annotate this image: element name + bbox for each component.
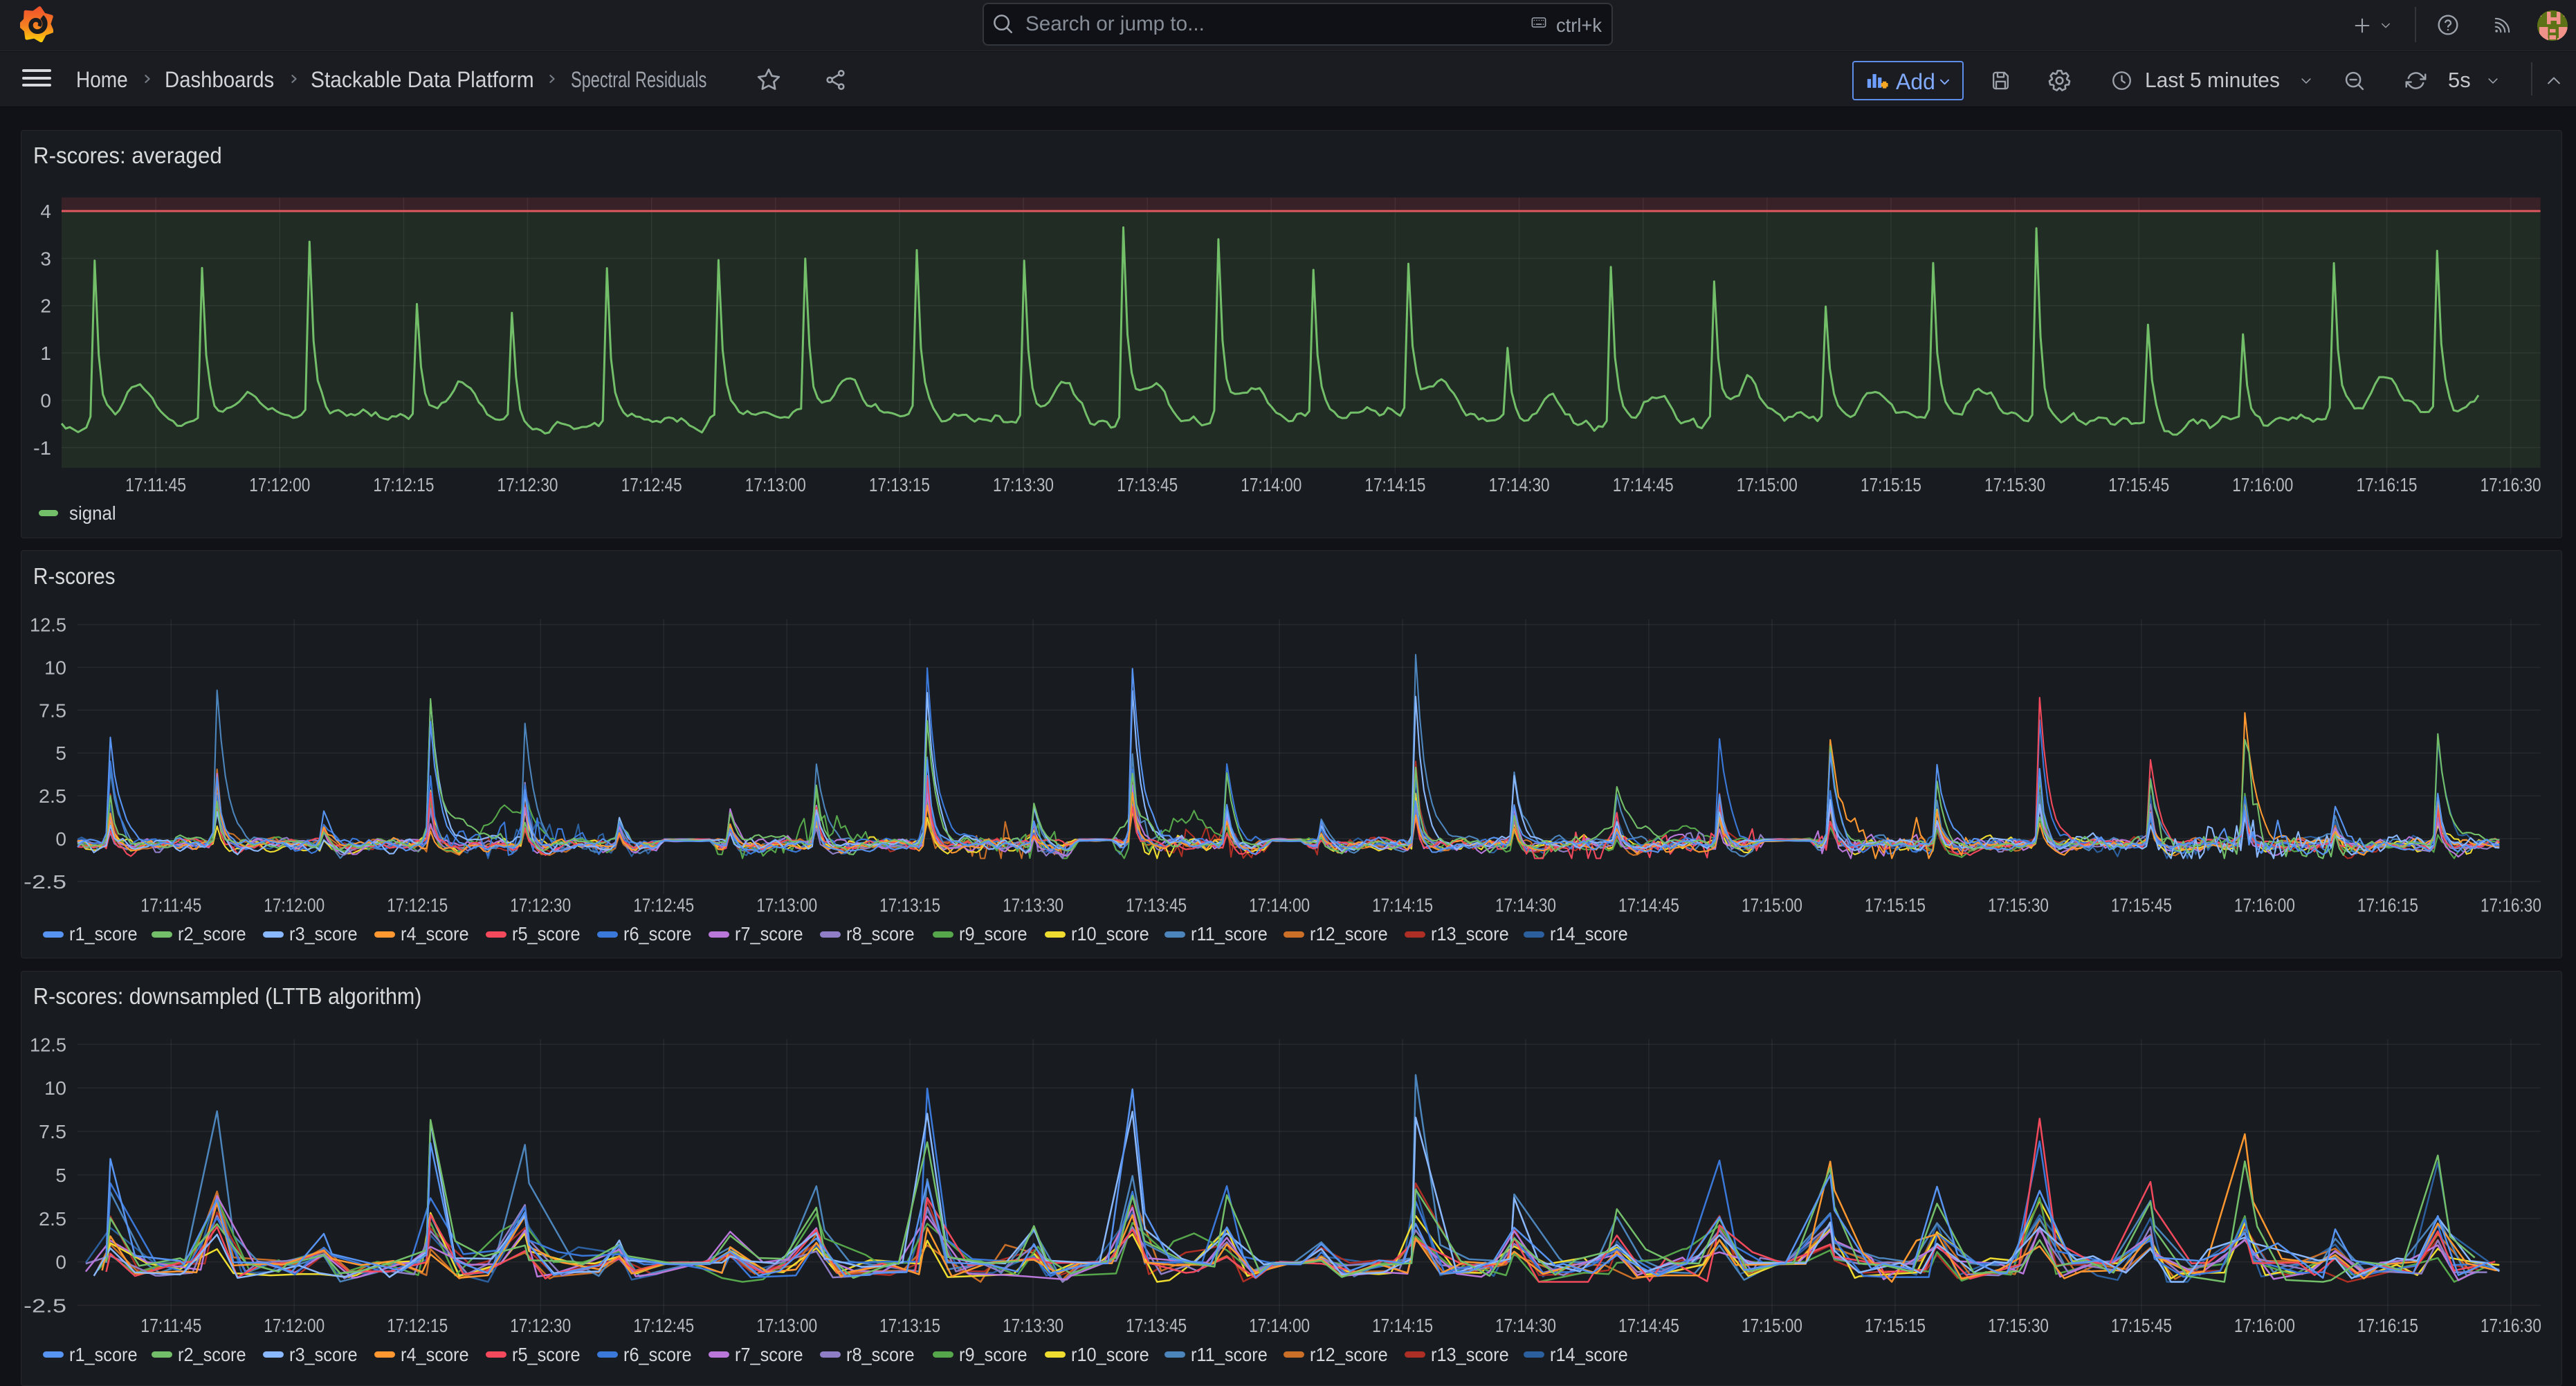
svg-text:17:12:30: 17:12:30: [510, 1315, 571, 1336]
svg-text:2.5: 2.5: [39, 1208, 66, 1230]
svg-text:17:12:15: 17:12:15: [387, 895, 448, 916]
svg-text:7.5: 7.5: [39, 1121, 66, 1142]
svg-text:0: 0: [55, 828, 66, 850]
svg-text:-2.5: -2.5: [24, 871, 66, 893]
svg-text:-1: -1: [33, 437, 51, 459]
svg-text:17:13:45: 17:13:45: [1126, 895, 1187, 916]
svg-text:17:15:00: 17:15:00: [1742, 1315, 1802, 1336]
svg-text:17:16:00: 17:16:00: [2234, 895, 2295, 916]
svg-text:17:12:45: 17:12:45: [633, 1315, 694, 1336]
svg-text:17:16:30: 17:16:30: [2481, 1315, 2541, 1336]
svg-text:17:15:00: 17:15:00: [1737, 474, 1798, 495]
svg-text:17:12:30: 17:12:30: [497, 474, 558, 495]
svg-text:17:13:00: 17:13:00: [745, 474, 806, 495]
svg-text:5: 5: [55, 742, 66, 764]
svg-text:12.5: 12.5: [30, 1034, 66, 1055]
svg-text:17:11:45: 17:11:45: [140, 895, 201, 916]
svg-text:17:13:00: 17:13:00: [756, 895, 817, 916]
svg-text:-2.5: -2.5: [24, 1295, 66, 1316]
svg-text:17:14:30: 17:14:30: [1489, 474, 1550, 495]
svg-text:17:12:00: 17:12:00: [249, 474, 310, 495]
svg-text:17:16:30: 17:16:30: [2481, 474, 2541, 495]
svg-text:17:13:45: 17:13:45: [1126, 1315, 1187, 1336]
svg-text:17:13:30: 17:13:30: [1003, 895, 1063, 916]
svg-text:17:12:00: 17:12:00: [264, 1315, 325, 1336]
svg-text:17:16:30: 17:16:30: [2481, 895, 2541, 916]
svg-text:17:12:30: 17:12:30: [510, 895, 571, 916]
svg-text:17:14:15: 17:14:15: [1364, 474, 1425, 495]
svg-text:17:14:15: 17:14:15: [1372, 895, 1433, 916]
svg-text:17:15:30: 17:15:30: [1988, 1315, 2049, 1336]
svg-text:17:16:15: 17:16:15: [2357, 1315, 2418, 1336]
svg-text:17:12:15: 17:12:15: [387, 1315, 448, 1336]
svg-text:2.5: 2.5: [39, 785, 66, 807]
svg-text:17:13:30: 17:13:30: [1003, 1315, 1063, 1336]
svg-text:17:16:00: 17:16:00: [2232, 474, 2293, 495]
svg-text:17:11:45: 17:11:45: [125, 474, 186, 495]
svg-text:17:15:30: 17:15:30: [1988, 895, 2049, 916]
svg-text:17:15:15: 17:15:15: [1865, 1315, 1926, 1336]
svg-text:17:12:45: 17:12:45: [633, 895, 694, 916]
svg-text:17:14:45: 17:14:45: [1613, 474, 1674, 495]
svg-text:17:14:15: 17:14:15: [1372, 1315, 1433, 1336]
svg-text:17:13:30: 17:13:30: [993, 474, 1054, 495]
svg-text:3: 3: [40, 248, 51, 269]
svg-text:17:15:15: 17:15:15: [1865, 895, 1926, 916]
svg-text:17:13:00: 17:13:00: [756, 1315, 817, 1336]
svg-text:1: 1: [40, 343, 51, 364]
svg-text:17:14:30: 17:14:30: [1495, 1315, 1556, 1336]
svg-text:17:16:15: 17:16:15: [2357, 895, 2418, 916]
svg-text:17:12:45: 17:12:45: [621, 474, 682, 495]
svg-text:10: 10: [44, 1077, 66, 1099]
svg-text:17:15:00: 17:15:00: [1742, 895, 1802, 916]
svg-text:7.5: 7.5: [39, 700, 66, 721]
svg-text:17:14:30: 17:14:30: [1495, 895, 1556, 916]
svg-text:4: 4: [40, 201, 51, 222]
svg-text:17:14:00: 17:14:00: [1241, 474, 1301, 495]
svg-text:10: 10: [44, 657, 66, 679]
svg-text:17:13:15: 17:13:15: [869, 474, 930, 495]
svg-text:17:15:45: 17:15:45: [2111, 895, 2172, 916]
svg-text:17:14:45: 17:14:45: [1618, 1315, 1679, 1336]
svg-text:17:14:00: 17:14:00: [1249, 895, 1310, 916]
svg-text:17:13:45: 17:13:45: [1117, 474, 1178, 495]
svg-text:17:13:15: 17:13:15: [879, 895, 940, 916]
svg-text:17:16:15: 17:16:15: [2357, 474, 2418, 495]
svg-text:17:15:45: 17:15:45: [2111, 1315, 2172, 1336]
svg-text:17:14:45: 17:14:45: [1618, 895, 1679, 916]
svg-text:5: 5: [55, 1165, 66, 1186]
svg-text:0: 0: [40, 390, 51, 411]
svg-text:12.5: 12.5: [30, 614, 66, 636]
svg-text:0: 0: [55, 1252, 66, 1273]
svg-text:17:12:15: 17:12:15: [373, 474, 434, 495]
svg-text:17:12:00: 17:12:00: [264, 895, 325, 916]
svg-text:17:13:15: 17:13:15: [879, 1315, 940, 1336]
svg-text:17:11:45: 17:11:45: [140, 1315, 201, 1336]
svg-text:2: 2: [40, 295, 51, 317]
svg-text:17:16:00: 17:16:00: [2234, 1315, 2295, 1336]
svg-text:17:15:15: 17:15:15: [1861, 474, 1921, 495]
svg-text:17:15:30: 17:15:30: [1984, 474, 2045, 495]
svg-text:17:14:00: 17:14:00: [1249, 1315, 1310, 1336]
svg-text:17:15:45: 17:15:45: [2108, 474, 2169, 495]
